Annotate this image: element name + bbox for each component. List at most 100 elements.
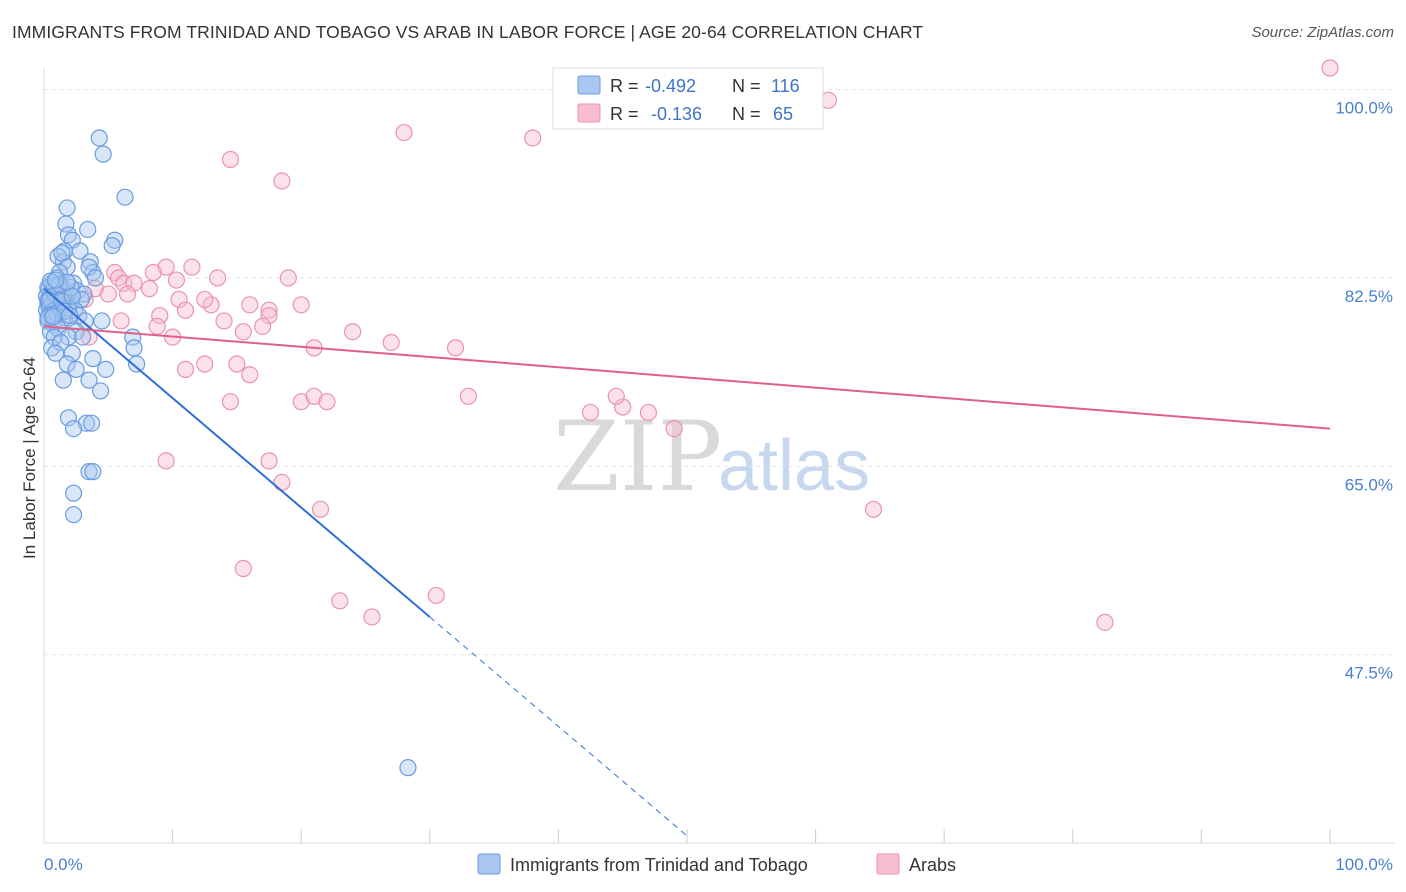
arabs-point (144, 263, 162, 282)
arabs-point (234, 559, 252, 578)
trinidad-point (41, 272, 60, 290)
legend-label-trinidad: Immigrants from Trinidad and Tobago (510, 855, 808, 875)
arabs-point (363, 608, 381, 626)
arabs-point (292, 296, 310, 314)
legend-swatch-arabs (876, 853, 900, 875)
trinidad-point (46, 344, 65, 362)
trinidad-point (64, 419, 83, 438)
arabs-point (292, 393, 310, 411)
watermark-zip: ZIP (553, 401, 722, 513)
source-credit: Source: ZipAtlas.com (1251, 24, 1394, 41)
arabs-point (112, 312, 130, 330)
arabs-point (607, 387, 625, 405)
stats-swatch-trinidad (577, 75, 601, 95)
trinidad-point (80, 463, 98, 481)
arabs-point (196, 355, 214, 373)
trinidad-point (93, 312, 111, 330)
trinidad-point (125, 339, 143, 357)
trinidad-point (44, 308, 62, 326)
arabs-point (151, 306, 169, 325)
arabs-point (382, 333, 400, 352)
stats-box: R = -0.492 N = 116 R = -0.136 N = 65 (552, 67, 824, 130)
trinidad-point (81, 253, 99, 271)
trinidad-point (127, 355, 146, 373)
stats-n-label-2: N = (732, 104, 761, 124)
arabs-point (125, 274, 143, 292)
trinidad-point (103, 237, 121, 255)
arabs-point (665, 419, 683, 438)
arabs-point (524, 129, 542, 147)
arabs-point (140, 280, 159, 298)
stats-swatch-arabs (577, 103, 601, 123)
arabs-point (446, 339, 465, 357)
trinidad-point (91, 382, 110, 400)
arabs-point (1321, 59, 1339, 77)
y-tick-label: 65.0% (1345, 475, 1393, 494)
stats-r-value-arabs: -0.136 (651, 104, 702, 124)
trinidad-point (80, 258, 98, 276)
trinidad-point (63, 344, 81, 362)
arabs-trend-line (43, 325, 1331, 430)
trinidad-point (399, 759, 417, 777)
arabs-point (99, 285, 117, 303)
trinidad-point (46, 271, 65, 289)
trinidad-point (67, 360, 85, 378)
trinidad-point (57, 215, 75, 233)
arabs-point (273, 172, 291, 190)
arabs-point (864, 500, 883, 518)
trinidad-point (84, 350, 102, 368)
arabs-point (639, 403, 658, 422)
stats-r-label-1: R = (610, 76, 639, 96)
arabs-point (215, 312, 233, 330)
arabs-point (260, 452, 278, 470)
trinidad-point (73, 328, 92, 346)
trinidad-points (37, 129, 417, 777)
trinidad-point (58, 199, 76, 217)
y-tick-label: 82.5% (1345, 287, 1393, 306)
trinidad-point (77, 414, 96, 432)
arabs-point (196, 290, 214, 309)
trinidad-point (53, 292, 71, 311)
arabs-points (76, 59, 1339, 631)
trinidad-trend-line (43, 287, 431, 618)
arabs-point (331, 592, 349, 610)
arabs-point (1096, 613, 1114, 631)
stats-n-value-arabs: 65 (773, 104, 793, 124)
trinidad-point (64, 484, 83, 502)
x-tick-label-end: 100.0% (1335, 855, 1393, 874)
trinidad-point (52, 333, 70, 352)
arabs-point (118, 285, 137, 303)
stats-n-value-trinidad: 116 (771, 76, 800, 96)
arabs-point (254, 317, 272, 335)
trinidad-point (116, 188, 134, 206)
arabs-point (167, 271, 186, 289)
legend-label-arabs: Arabs (909, 855, 956, 875)
trinidad-point (61, 306, 79, 325)
arabs-point (148, 317, 166, 335)
arabs-point (209, 269, 227, 287)
arabs-point (581, 403, 600, 422)
trinidad-point (82, 414, 101, 432)
y-tick-label: 100.0% (1335, 99, 1393, 118)
trinidad-point (63, 287, 81, 305)
trinidad-point (64, 506, 83, 524)
trinidad-point (90, 129, 108, 147)
arabs-point (260, 306, 278, 325)
arabs-point (459, 387, 477, 405)
trinidad-point (84, 463, 102, 481)
trinidad-point (79, 220, 97, 239)
arabs-point (241, 366, 259, 384)
arabs-point (157, 452, 175, 470)
stats-n-label-1: N = (732, 76, 761, 96)
arabs-point (234, 323, 252, 341)
trend-lines (43, 287, 1331, 837)
trinidad-point (80, 371, 98, 389)
arabs-point (279, 269, 297, 287)
arabs-point (176, 360, 195, 378)
arabs-point (183, 258, 201, 276)
trinidad-point (97, 360, 115, 378)
trinidad-point (54, 371, 72, 389)
stats-r-value-trinidad: -0.492 (645, 76, 696, 96)
arabs-point (273, 473, 291, 492)
